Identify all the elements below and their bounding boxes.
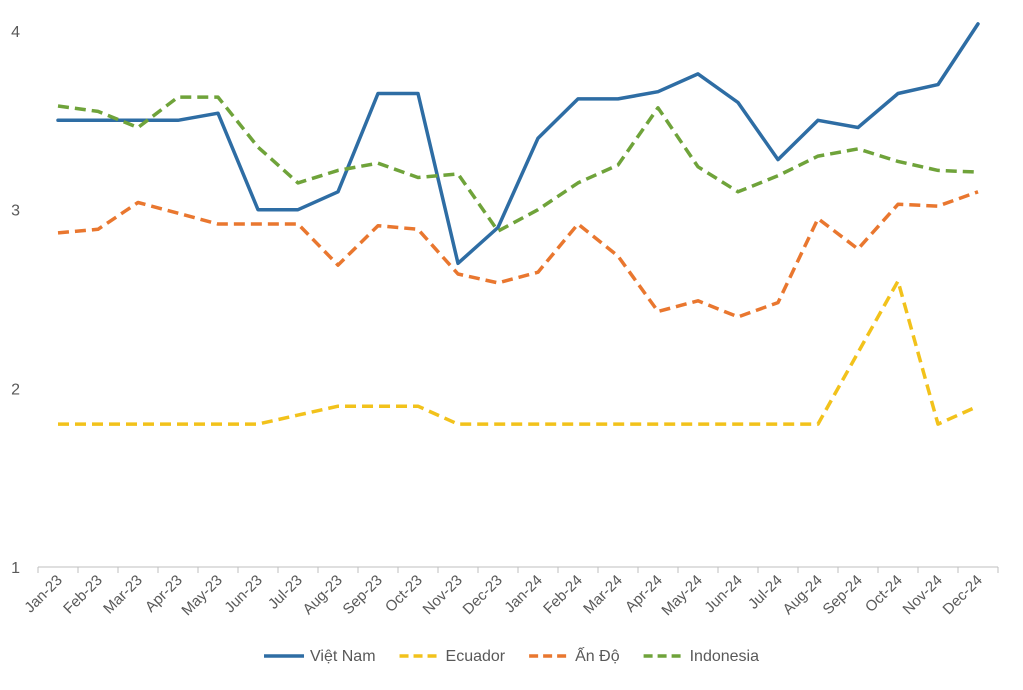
x-tick-label: May-23 [178,572,225,619]
x-tick-label: Sep-24 [820,572,866,618]
x-tick-label: Nov-24 [900,572,946,618]
y-tick-label: 1 [11,560,20,577]
x-tick-label: Feb-24 [540,572,586,618]
series-line-0 [56,22,980,266]
x-tick-label: Jan-24 [501,572,545,616]
x-tick-label: Oct-23 [382,572,426,616]
x-tick-label: Aug-23 [300,572,346,618]
series-line-2 [57,190,979,319]
legend-label: Ấn Độ [575,646,620,665]
x-tick-label: Nov-23 [420,572,466,618]
x-tick-label: Dec-23 [460,572,506,618]
y-tick-label: 4 [11,24,20,41]
x-tick-label: Oct-24 [862,572,906,616]
x-tick-label: Mar-23 [100,572,146,618]
axes [37,566,999,573]
series-line-1 [58,279,979,426]
y-axis-tick-labels: 1 2 3 4 [11,24,20,577]
legend: Việt Nam Ecuador Ấn Độ Indonesia [264,646,759,665]
series-line-3 [57,95,979,233]
x-tick-label: May-24 [658,572,705,619]
x-tick-label: Aug-24 [780,572,826,618]
legend-label: Ecuador [446,648,506,665]
x-tick-label: Mar-24 [580,572,626,618]
legend-item: Việt Nam [264,648,376,665]
x-tick-label: Feb-23 [60,572,106,618]
y-tick-label: 2 [11,381,20,398]
legend-label: Indonesia [690,648,759,665]
x-tick-label: Jun-24 [701,572,745,616]
x-tick-label: Dec-24 [940,572,986,618]
x-tick-label: Jan-23 [21,572,65,616]
series-lines [56,22,980,426]
legend-item: Indonesia [643,648,759,665]
legend-label: Việt Nam [310,648,376,665]
x-tick-label: Jun-23 [221,572,265,616]
legend-item: Ecuador [399,648,506,665]
y-tick-label: 3 [11,203,20,220]
legend-item: Ấn Độ [529,646,620,665]
x-tick-label: Sep-23 [340,572,386,618]
